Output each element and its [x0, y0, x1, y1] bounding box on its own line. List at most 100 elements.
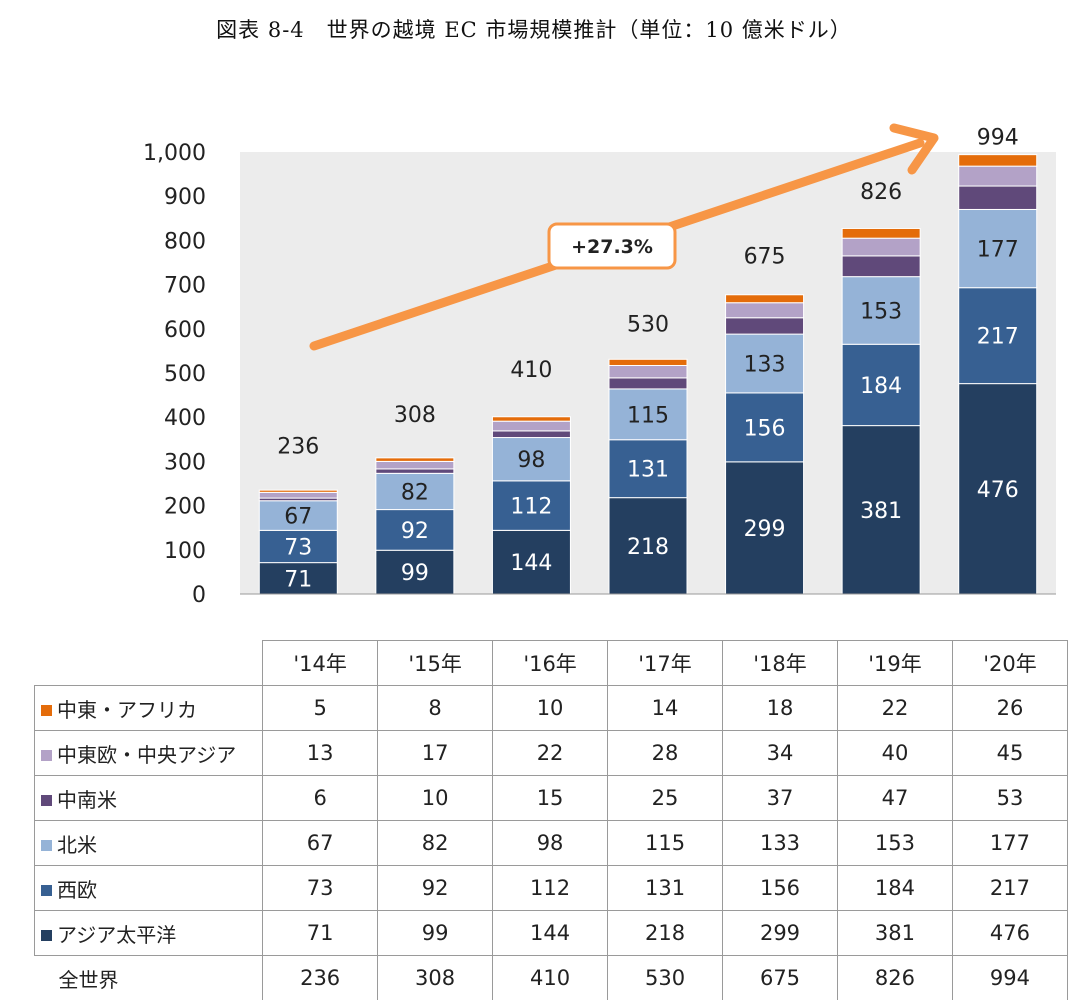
bar-data-label: 67: [284, 505, 312, 530]
table-cell: 299: [723, 911, 838, 956]
total-label: 994: [977, 126, 1019, 151]
bar-data-label: 71: [284, 567, 312, 592]
total-label: 675: [744, 245, 786, 270]
table-cell: 8: [378, 686, 493, 731]
total-cell: 410: [493, 956, 608, 1000]
table-cell: 5: [263, 686, 378, 731]
y-tick-label: 1,000: [143, 141, 206, 166]
series-name: 西欧: [57, 878, 97, 902]
stacked-bar-chart: 01002003004005006007008009001,0007173679…: [0, 0, 1068, 640]
bar-segment: [726, 318, 804, 334]
category-header: '14年: [263, 641, 378, 686]
bar-segment: [376, 469, 454, 473]
table-cell: 67: [263, 821, 378, 866]
table-corner: [35, 641, 263, 686]
total-cell: 675: [723, 956, 838, 1000]
bar-data-label: 115: [627, 403, 669, 428]
table-cell: 115: [608, 821, 723, 866]
category-header: '16年: [493, 641, 608, 686]
table-cell: 99: [378, 911, 493, 956]
table-cell: 26: [952, 686, 1067, 731]
table-cell: 156: [723, 866, 838, 911]
table-cell: 13: [263, 731, 378, 776]
table-cell: 82: [378, 821, 493, 866]
table-cell: 112: [493, 866, 608, 911]
bar-segment: [376, 461, 454, 469]
table-cell: 98: [493, 821, 608, 866]
series-label: 北米: [35, 821, 263, 866]
y-tick-label: 0: [192, 583, 206, 608]
table-cell: 476: [952, 911, 1067, 956]
category-header: '18年: [723, 641, 838, 686]
category-header: '15年: [378, 641, 493, 686]
bar-data-label: 177: [977, 238, 1019, 263]
bar-data-label: 156: [744, 416, 786, 441]
total-label: 236: [277, 435, 319, 460]
table-cell: 144: [493, 911, 608, 956]
y-tick-label: 200: [164, 495, 206, 520]
series-name: 中東・アフリカ: [57, 698, 197, 722]
legend-swatch: [41, 750, 52, 761]
table-cell: 177: [952, 821, 1067, 866]
table-row: '14年'15年'16年'17年'18年'19年'20年: [35, 641, 1068, 686]
y-tick-label: 100: [164, 539, 206, 564]
table-cell: 37: [723, 776, 838, 821]
bar-data-label: 98: [517, 448, 545, 473]
bar-data-label: 92: [401, 519, 429, 544]
total-cell: 308: [378, 956, 493, 1000]
table-cell: 71: [263, 911, 378, 956]
total-cell: 994: [952, 956, 1067, 1000]
bar-segment: [259, 492, 337, 498]
series-label: 中東欧・中央アジア: [35, 731, 263, 776]
total-label: 826: [860, 180, 902, 205]
bar-data-label: 153: [860, 299, 902, 324]
bar-segment: [842, 228, 920, 238]
y-tick-label: 400: [164, 406, 206, 431]
bar-segment: [959, 155, 1037, 166]
bar-data-label: 131: [627, 458, 669, 483]
table-cell: 6: [263, 776, 378, 821]
table-cell: 22: [493, 731, 608, 776]
table-cell: 133: [723, 821, 838, 866]
total-cell: 236: [263, 956, 378, 1000]
y-tick-label: 300: [164, 450, 206, 475]
table-cell: 131: [608, 866, 723, 911]
bar-segment: [609, 365, 687, 377]
table-cell: 92: [378, 866, 493, 911]
y-tick-label: 500: [164, 362, 206, 387]
table-cell: 25: [608, 776, 723, 821]
legend-swatch: [41, 930, 52, 941]
series-name: アジア太平洋: [57, 923, 176, 947]
y-tick-label: 800: [164, 229, 206, 254]
y-tick-label: 900: [164, 185, 206, 210]
bar-segment: [842, 238, 920, 256]
table-cell: 18: [723, 686, 838, 731]
bar-data-label: 112: [510, 495, 552, 520]
bar-segment: [492, 421, 570, 431]
bar-data-label: 217: [977, 325, 1019, 350]
table-cell: 40: [837, 731, 952, 776]
table-cell: 381: [837, 911, 952, 956]
bar-data-label: 218: [627, 535, 669, 560]
table-cell: 28: [608, 731, 723, 776]
series-label: 中東・アフリカ: [35, 686, 263, 731]
bar-segment: [609, 378, 687, 389]
table-cell: 22: [837, 686, 952, 731]
table-cell: 184: [837, 866, 952, 911]
bar-data-label: 133: [744, 352, 786, 377]
bar-segment: [726, 303, 804, 318]
legend-swatch: [41, 885, 52, 896]
bar-segment: [492, 431, 570, 438]
bar-segment: [726, 295, 804, 303]
table-cell: 53: [952, 776, 1067, 821]
table-cell: 10: [378, 776, 493, 821]
table-cell: 15: [493, 776, 608, 821]
total-cell: 826: [837, 956, 952, 1000]
bar-data-label: 381: [860, 499, 902, 524]
y-tick-label: 700: [164, 274, 206, 299]
